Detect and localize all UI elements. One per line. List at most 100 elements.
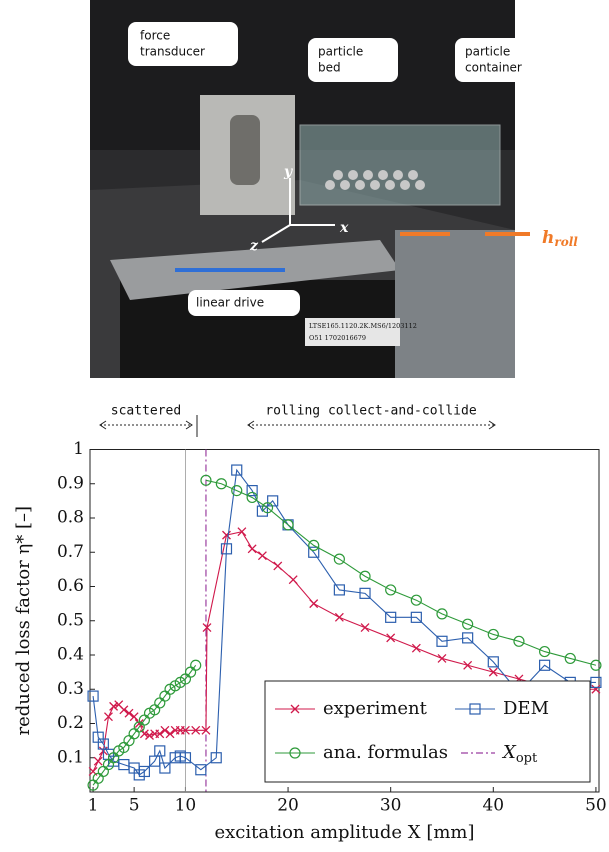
marker-square [487,656,499,668]
y-tick-label: 0.9 [57,473,84,493]
marker-square [246,485,258,497]
x-tick-label: 30 [380,796,402,816]
x-tick-label: 10 [175,796,197,816]
container [299,124,501,206]
marker-x [257,551,267,561]
marker-x [290,704,300,714]
marker-square [210,752,222,764]
marker-square [195,764,207,776]
marker-circle [308,539,320,552]
h-roll: hroll [542,228,578,249]
marker-x [191,725,201,735]
marker-x [288,575,298,585]
marker-square [590,676,602,689]
y-tick-label: 0.3 [57,679,84,699]
legend-label: Xopt [501,742,538,766]
marker-circle [539,645,551,658]
annotation: rolling collect-and-collide [265,404,476,419]
marker-x [93,756,103,766]
y-tick-label: 1 [73,439,84,459]
y-tick-label: 0.8 [57,508,84,528]
marker-x [124,708,134,718]
y-tick-label: 0.4 [57,645,84,665]
marker-circle [410,594,422,606]
particles [325,170,425,190]
marker-circle [564,652,576,665]
x-tick-label: 20 [277,796,299,816]
marker-x [273,561,283,571]
marker-square [87,690,99,702]
label-box [455,38,565,82]
axis-z [261,224,291,243]
marker-x [201,725,211,735]
marker-circle [190,659,202,671]
marker-square [159,762,171,774]
marker-x [437,653,447,663]
marker-circle [590,659,602,671]
marker-x [411,643,421,653]
marker-square [462,632,474,644]
y-tick-label: 0.1 [57,747,84,767]
y-tick-label: 0.5 [57,610,84,630]
marker-square [359,587,371,599]
rail [395,230,515,378]
marker-x [109,701,119,711]
photo-label: linear drive [196,296,264,310]
plate-box [305,318,400,346]
marker-square [231,464,243,476]
photo-label: transducer [140,45,205,59]
marker-x [134,719,144,728]
marker-x [165,729,175,739]
marker-x [386,633,396,643]
marker-x [145,731,154,740]
x-tick-label: 1 [88,796,99,816]
marker-square [436,635,448,647]
x-tick-label: 50 [585,796,607,816]
marker-x [488,667,498,677]
plate-text: O51 1702016679 [309,334,366,342]
marker-square [333,584,345,596]
marker-x [180,725,190,735]
marker-x [119,705,129,715]
marker-square [539,659,551,671]
axis-letter: y [283,164,293,180]
photo-label: particle [318,45,363,59]
marker-circle [487,628,499,641]
axis-letter: z [249,238,259,254]
marker-circle [246,491,258,504]
marker-square [385,611,397,623]
marker-square [138,765,150,778]
marker-circle [333,553,345,565]
arrow-head [247,420,496,430]
annotation: scattered [111,404,181,419]
marker-square [469,703,481,715]
photo: force transducer particle bed particle c… [90,0,578,378]
marker-circle [513,635,525,647]
axis-letter: x [339,220,349,236]
transducer [230,115,260,185]
marker-x [155,729,165,739]
marker-circle [231,485,243,497]
marker-circle [385,584,397,596]
h-roll-subscript: roll [554,235,578,249]
label-box [128,22,238,66]
marker-circle [359,570,371,582]
photo-label: particle [465,45,510,59]
marker-x [104,712,113,722]
marker-square [179,752,192,764]
marker-circle [282,519,294,531]
plate-text: LTSE165.1120.2K.MS6/1203112 [309,322,417,330]
label-box [188,290,300,316]
legend-label: DEM [503,698,549,719]
marker-square [410,611,422,623]
marker-x [334,612,344,622]
y-axis-label: reduced loss factor η* [–] [13,506,34,736]
marker-circle [289,747,301,759]
marker-x [463,660,473,670]
marker-x [129,712,139,722]
marker-circle [261,502,274,514]
legend-box [264,680,591,783]
marker-x [202,623,212,633]
marker-square [154,745,166,757]
